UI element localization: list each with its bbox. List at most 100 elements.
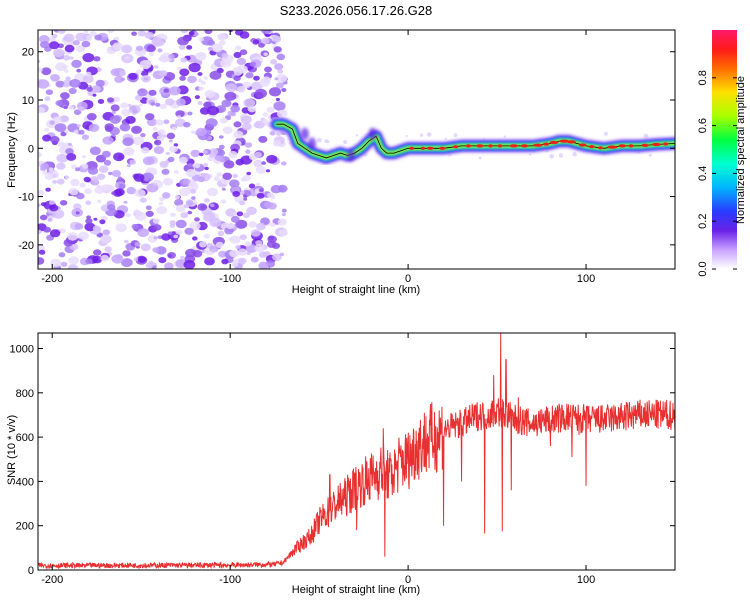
noise-blob — [97, 199, 102, 203]
noise-blob — [140, 70, 149, 77]
noise-blob — [203, 101, 212, 109]
ridge-core — [588, 145, 595, 149]
noise-blob — [261, 30, 272, 35]
noise-blob — [203, 76, 208, 80]
noise-blob — [276, 53, 286, 61]
noise-speck — [648, 153, 652, 157]
noise-blob — [154, 139, 162, 146]
noise-blob — [231, 186, 241, 193]
noise-blob — [124, 239, 129, 244]
noise-blob — [55, 62, 67, 72]
x-tick-label: 0 — [405, 574, 411, 586]
noise-blob — [131, 125, 142, 134]
noise-blob — [153, 65, 159, 69]
spectrogram-noise — [38, 30, 653, 269]
noise-blob — [248, 221, 257, 228]
noise-blob — [203, 150, 208, 154]
noise-blob — [56, 153, 69, 163]
x-tick-label: 100 — [577, 574, 595, 586]
noise-blob — [167, 231, 173, 235]
noise-blob — [167, 156, 175, 162]
noise-blob — [207, 187, 218, 197]
x-tick-label: -100 — [219, 574, 241, 586]
noise-blob — [221, 187, 226, 191]
noise-blob — [177, 115, 181, 119]
noise-blob — [270, 222, 276, 227]
noise-blob — [153, 224, 162, 231]
noise-blob — [53, 48, 65, 58]
noise-blob — [145, 205, 152, 211]
noise-blob — [121, 44, 133, 54]
noise-blob — [258, 42, 265, 48]
noise-blob — [60, 261, 68, 267]
noise-blob — [81, 134, 89, 140]
noise-blob — [179, 187, 191, 197]
noise-blob — [136, 69, 143, 74]
noise-blob — [86, 113, 97, 121]
snr-series-line — [38, 333, 675, 570]
noise-blob — [134, 94, 143, 101]
noise-blob — [245, 149, 251, 154]
noise-blob — [83, 176, 91, 183]
noise-blob — [151, 37, 164, 47]
noise-blob — [270, 59, 278, 65]
noise-blob — [104, 125, 113, 132]
noise-blob — [75, 32, 87, 42]
noise-blob — [64, 130, 69, 134]
noise-blob — [85, 71, 92, 77]
noise-blob — [272, 140, 282, 147]
noise-blob — [107, 97, 114, 103]
noise-blob — [258, 261, 269, 269]
noise-blob — [266, 154, 278, 164]
spectrogram-x-ticks: -200 -100 0 100 — [41, 30, 595, 285]
y-tick-label: 20 — [22, 47, 34, 59]
noise-blob — [92, 93, 97, 97]
noise-blob — [171, 126, 177, 131]
noise-blob — [63, 82, 70, 88]
noise-blob — [229, 235, 241, 244]
snr-y-axis-label: SNR (10 * v/v) — [6, 415, 18, 485]
noise-blob — [175, 110, 185, 118]
noise-blob — [174, 199, 184, 206]
noise-blob — [187, 210, 193, 215]
noise-blob — [93, 217, 98, 221]
ridge-core — [663, 142, 669, 146]
noise-blob — [203, 198, 210, 203]
noise-blob — [233, 51, 242, 59]
noise-blob — [49, 41, 60, 50]
ridge-core — [559, 139, 569, 143]
noise-speck — [444, 137, 447, 140]
noise-speck — [528, 153, 532, 156]
noise-blob — [228, 30, 233, 33]
noise-speck — [478, 156, 482, 160]
noise-blob — [189, 221, 201, 231]
noise-blob — [152, 126, 158, 131]
x-tick-label: -100 — [219, 273, 241, 285]
noise-blob — [38, 67, 43, 73]
noise-blob — [229, 249, 240, 258]
noise-blob — [220, 199, 226, 204]
noise-blob — [65, 148, 74, 155]
noise-blob — [261, 161, 267, 165]
noise-blob — [256, 222, 266, 231]
noise-blob — [175, 219, 187, 229]
noise-blob — [63, 33, 75, 42]
y-tick-label: 200 — [16, 521, 34, 533]
noise-blob — [145, 262, 154, 269]
noise-blob — [167, 252, 177, 259]
y-tick-label: 1000 — [10, 344, 34, 356]
noise-blob — [199, 241, 207, 248]
noise-blob — [38, 79, 50, 89]
noise-blob — [221, 258, 229, 265]
noise-blob — [38, 59, 41, 64]
noise-blob — [83, 74, 94, 84]
noise-blob — [105, 184, 115, 192]
y-tick-label: 600 — [16, 432, 34, 444]
noise-blob — [62, 55, 71, 61]
noise-blob — [155, 102, 161, 107]
noise-blob — [187, 111, 193, 116]
noise-blob — [211, 248, 216, 253]
noise-blob — [38, 229, 42, 235]
noise-blob — [57, 141, 65, 148]
noise-blob — [153, 183, 158, 187]
